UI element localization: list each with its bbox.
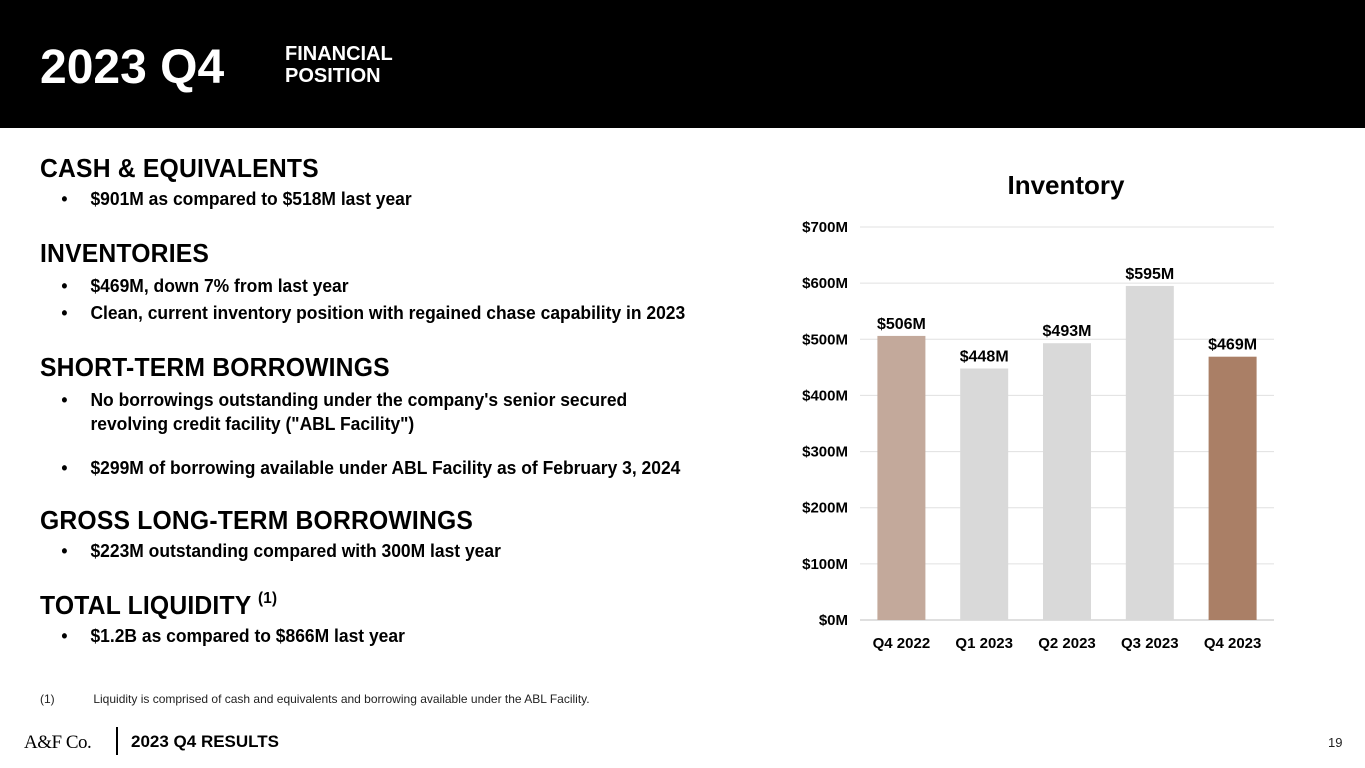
- chart-title: Inventory: [1007, 170, 1125, 200]
- section-title: TOTAL LIQUIDITY (1): [40, 589, 724, 621]
- financial-summary: CASH & EQUIVALENTS $901M as compared to …: [40, 152, 760, 648]
- bar-value-label: $506M: [877, 316, 926, 333]
- header-subtitle-line2: POSITION: [285, 65, 381, 87]
- y-tick-label: $500M: [802, 331, 848, 348]
- bar: [1208, 356, 1257, 620]
- y-tick-label: $400M: [802, 387, 848, 404]
- x-tick-label: Q1 2023: [955, 635, 1013, 652]
- y-tick-label: $0M: [819, 612, 848, 629]
- chart-y-axis: $0M $100M $200M $300M $400M $500M $600M $700M: [802, 219, 848, 629]
- bar: [877, 335, 926, 620]
- chart-x-axis: Q4 2022 Q1 2023 Q2 2023 Q3 2023 Q4 2023: [873, 635, 1262, 652]
- x-tick-label: Q2 2023: [1038, 635, 1096, 652]
- y-tick-label: $100M: [802, 556, 848, 573]
- footer-label: 2023 Q4 RESULTS: [131, 732, 280, 751]
- bar-value-label: $595M: [1125, 266, 1174, 283]
- y-tick-label: $300M: [802, 444, 848, 461]
- footnote-number: (1): [40, 692, 55, 706]
- bullet-item: No borrowings outstanding under the comp…: [40, 388, 738, 412]
- chart-data-labels: $506M $448M $493M $595M $469M: [877, 266, 1257, 366]
- bullet-item: $469M, down 7% from last year: [40, 274, 738, 298]
- inventory-bar-chart: Inventory $0M $100M $200M $300M $400M $500M $6…: [802, 170, 1274, 652]
- bullet-continuation: revolving credit facility ("ABL Facility…: [90, 414, 415, 434]
- bullet-item: Clean, current inventory position with r…: [40, 301, 738, 325]
- header-title: 2023 Q4: [40, 41, 225, 94]
- bullet-item: $299M of borrowing available under ABL F…: [40, 456, 738, 480]
- section-short-term-borrowings: SHORT-TERM BORROWINGS No borrowings outs…: [40, 351, 760, 480]
- bar-value-label: $469M: [1208, 337, 1257, 354]
- bullet-item: $1.2B as compared to $866M last year: [40, 624, 738, 648]
- section-title: CASH & EQUIVALENTS: [40, 153, 319, 183]
- header-subtitle: FINANCIAL POSITION: [285, 43, 485, 87]
- x-tick-label: Q3 2023: [1121, 635, 1179, 652]
- bullet-item: $901M as compared to $518M last year: [40, 187, 738, 211]
- footnote: (1) Liquidity is comprised of cash and e…: [40, 692, 590, 706]
- section-cash: CASH & EQUIVALENTS $901M as compared to …: [40, 152, 760, 211]
- footnote-marker: (1): [258, 590, 278, 607]
- company-logo: A&F Co.: [24, 732, 92, 753]
- y-tick-label: $600M: [802, 275, 848, 292]
- bar: [1125, 285, 1174, 620]
- footnote-text: Liquidity is comprised of cash and equiv…: [93, 692, 590, 706]
- y-tick-label: $700M: [802, 219, 848, 236]
- footer-divider: [116, 727, 118, 755]
- x-tick-label: Q4 2022: [873, 635, 931, 652]
- page-number: 19: [1328, 735, 1343, 750]
- bar: [960, 368, 1009, 620]
- section-title: SHORT-TERM BORROWINGS: [40, 352, 390, 382]
- chart-bars: [877, 285, 1257, 620]
- bar-value-label: $448M: [960, 348, 1009, 365]
- section-title: INVENTORIES: [40, 238, 210, 268]
- section-long-term-borrowings: GROSS LONG-TERM BORROWINGS $223M outstan…: [40, 504, 760, 563]
- bullet-item: $223M outstanding compared with 300M las…: [40, 539, 738, 563]
- bar: [1043, 343, 1091, 620]
- y-tick-label: $200M: [802, 500, 848, 517]
- section-title: GROSS LONG-TERM BORROWINGS: [40, 505, 474, 535]
- x-tick-label: Q4 2023: [1204, 635, 1262, 652]
- section-inventories: INVENTORIES $469M, down 7% from last yea…: [40, 237, 760, 325]
- section-total-liquidity: TOTAL LIQUIDITY (1) $1.2B as compared to…: [40, 589, 760, 648]
- header-subtitle-line1: FINANCIAL: [285, 43, 393, 65]
- header-band: 2023 Q4 FINANCIAL POSITION: [0, 0, 1365, 128]
- section-title-text: TOTAL LIQUIDITY: [40, 590, 251, 620]
- bar-value-label: $493M: [1043, 323, 1092, 340]
